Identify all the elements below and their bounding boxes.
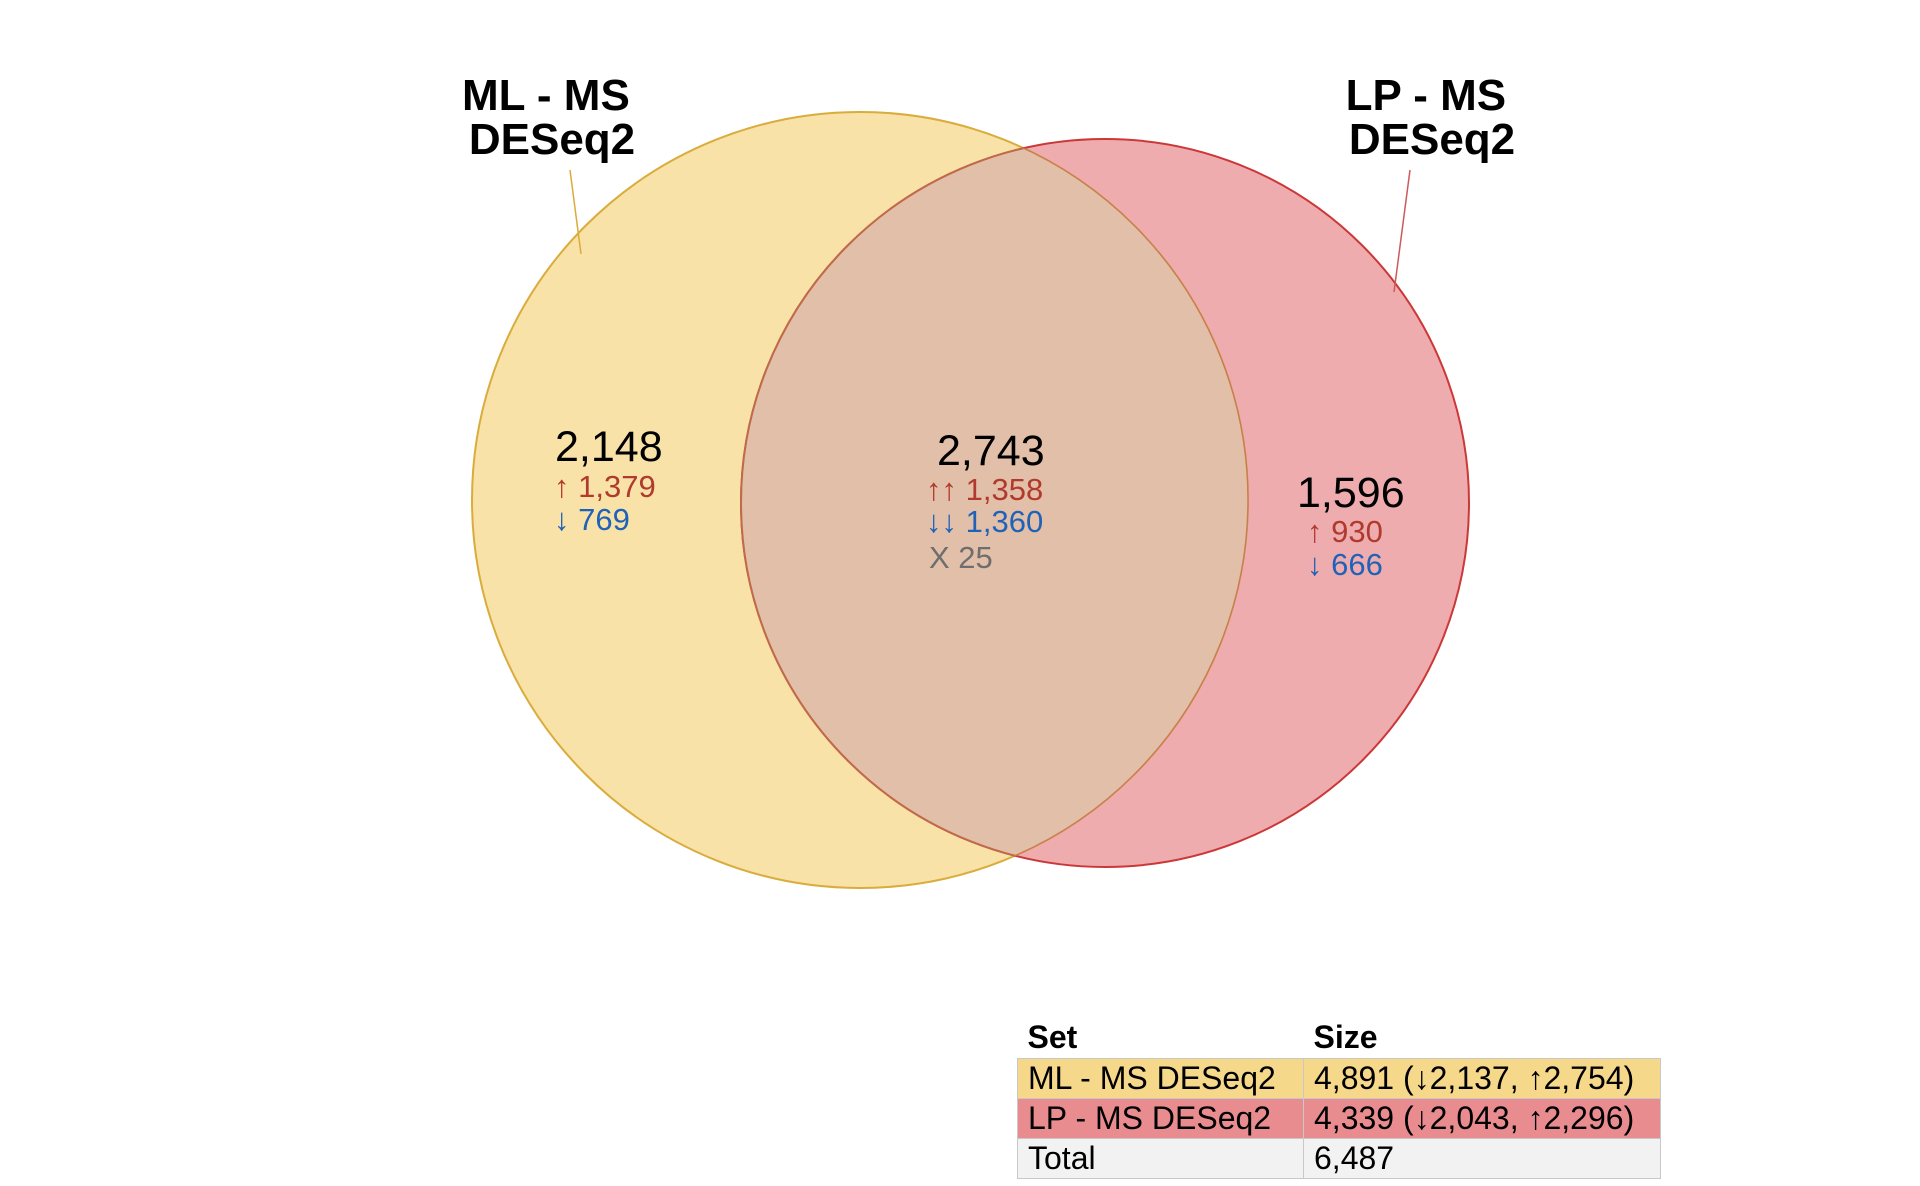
- both-up-up: ↑↑ 1,358: [926, 472, 1043, 507]
- only-b-total: 1,596: [1297, 469, 1405, 517]
- row-total-size: 6,487: [1303, 1138, 1661, 1179]
- row-set-a-name: ML - MS DESeq2: [1017, 1058, 1304, 1099]
- both-mixed: X 25: [929, 540, 993, 575]
- set-a-title-line1: ML - MS: [462, 71, 630, 120]
- row-set-b-size: 4,339 (↓2,043, ↑2,296): [1303, 1098, 1661, 1139]
- both-down-down: ↓↓ 1,360: [926, 504, 1043, 539]
- row-set-b-name: LP - MS DESeq2: [1017, 1098, 1304, 1139]
- only-a-down: ↓ 769: [554, 502, 630, 537]
- set-b-title: LP - MS DESeq2: [1346, 71, 1519, 164]
- row-set-a-size: 4,891 (↓2,137, ↑2,754): [1303, 1058, 1661, 1099]
- set-size-table: Set Size ML - MS DESeq2 4,891 (↓2,137, ↑…: [1017, 1018, 1661, 1179]
- set-a-leader-line: [569, 169, 582, 255]
- table-row-set-b: LP - MS DESeq2 4,339 (↓2,043, ↑2,296): [1017, 1098, 1661, 1139]
- both-total: 2,743: [937, 427, 1045, 475]
- set-a-title: ML - MS DESeq2: [462, 71, 642, 164]
- only-b-down: ↓ 666: [1307, 547, 1383, 582]
- only-a-total: 2,148: [555, 423, 663, 471]
- set-b-title-line1: LP - MS: [1346, 71, 1507, 120]
- header-size: Size: [1313, 1019, 1378, 1055]
- set-a-title-line2: DESeq2: [469, 115, 635, 164]
- set-a-outline: [741, 139, 1249, 867]
- only-b-up: ↑ 930: [1307, 514, 1383, 549]
- table-row-set-a: ML - MS DESeq2 4,891 (↓2,137, ↑2,754): [1017, 1058, 1661, 1099]
- set-b-title-line2: DESeq2: [1349, 115, 1515, 164]
- venn-diagram: ML - MS DESeq2 LP - MS DESeq2 2,148 ↑ 1,…: [462, 71, 1519, 889]
- row-total-name: Total: [1017, 1138, 1304, 1179]
- header-set: Set: [1027, 1019, 1078, 1055]
- set-b-leader-line: [1393, 169, 1411, 293]
- table-row-total: Total 6,487: [1017, 1138, 1661, 1179]
- only-a-up: ↑ 1,379: [554, 469, 656, 504]
- table-header-row: Set Size: [1018, 1018, 1661, 1059]
